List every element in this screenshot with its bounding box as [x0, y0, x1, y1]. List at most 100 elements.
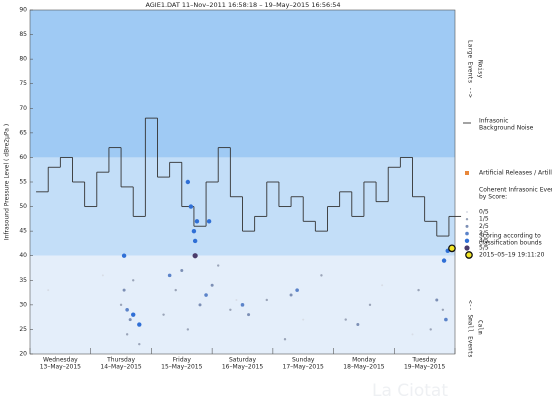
x-tick-date: 18–May–2015: [343, 364, 384, 371]
legend-label: Coherent Infrasonic Events,: [479, 187, 552, 194]
event-point: [47, 289, 50, 292]
event-point: [235, 298, 238, 301]
event-point: [229, 308, 232, 311]
band: [30, 10, 455, 158]
event-point: [121, 253, 127, 258]
x-tick-date: 15–May–2015: [161, 364, 202, 371]
y-tick-label: 40: [19, 252, 27, 259]
event-point: [368, 303, 372, 307]
event-point: [283, 338, 287, 341]
x-tick-date: 16–May–2015: [222, 364, 263, 371]
event-point: [356, 323, 360, 327]
watermark: La Ciotat: [372, 381, 448, 400]
side-label: Calm: [477, 320, 484, 335]
legend-label: Infrasonic: [479, 118, 508, 125]
event-point: [191, 228, 197, 234]
chart-title: AGIE1.DAT 11–Nov–2011 16:58:18 – 19–May–…: [145, 1, 340, 9]
event-point: [162, 313, 165, 316]
event-point: [344, 318, 347, 321]
event-point: [167, 273, 172, 278]
event-point: [240, 303, 245, 307]
y-tick-label: 35: [19, 277, 27, 284]
legend-swatch: [465, 224, 469, 228]
legend-artillery-swatch: [465, 171, 469, 175]
x-tick-label: Wednesday: [43, 357, 78, 364]
legend-label: classification bounds: [479, 240, 542, 247]
x-tick-label: Thursday: [106, 357, 135, 364]
event-point: [194, 219, 200, 224]
event-point: [210, 283, 214, 287]
side-label: Large Events -->: [467, 40, 474, 98]
x-tick-label: Sunday: [292, 357, 315, 364]
event-point: [131, 312, 136, 317]
x-tick-label: Friday: [173, 357, 192, 364]
event-point: [132, 279, 135, 282]
y-tick-label: 65: [19, 129, 27, 136]
legend-label: 4/5: [479, 237, 489, 244]
y-tick-label: 45: [19, 228, 27, 235]
legend-label: Artificial Releases / Artillery: [479, 170, 552, 177]
legend-swatch: [464, 245, 470, 251]
x-tick-label: Monday: [352, 357, 376, 364]
legend-swatch: [464, 238, 470, 243]
event-point: [101, 274, 104, 277]
event-point: [122, 288, 126, 292]
y-tick-label: 50: [19, 203, 27, 210]
side-label: Noisy: [477, 60, 484, 78]
event-point: [381, 284, 384, 287]
event-point: [302, 318, 305, 321]
event-point: [411, 333, 414, 336]
legend-highlight-swatch: [465, 251, 473, 259]
event-point: [174, 288, 177, 292]
event-point: [289, 293, 293, 297]
legend-label: 2015–05–19 19:11:20: [479, 252, 545, 259]
event-point: [138, 342, 141, 346]
legend-label: 2/5: [479, 223, 489, 230]
event-point: [186, 328, 190, 331]
legend-label: 5/5: [479, 245, 489, 252]
event-point: [198, 303, 202, 307]
y-tick-label: 90: [19, 7, 27, 14]
legend-label: Background Noise: [479, 125, 534, 132]
highlight-point: [448, 244, 456, 253]
event-point: [265, 298, 268, 302]
legend-label: 3/5: [479, 230, 489, 237]
event-point: [444, 317, 448, 322]
event-point: [417, 288, 420, 292]
y-tick-label: 85: [19, 31, 27, 38]
y-tick-label: 25: [19, 326, 27, 333]
event-point: [204, 293, 208, 297]
event-point: [192, 253, 198, 259]
x-tick-label: Tuesday: [411, 357, 437, 364]
y-tick-label: 20: [19, 351, 27, 358]
event-point: [295, 288, 299, 292]
side-label: <-- Small Events: [467, 300, 474, 358]
x-tick-date: 19–May–2015: [404, 364, 445, 371]
event-point: [217, 264, 220, 267]
event-point: [125, 333, 129, 336]
x-tick-date: 14–May–2015: [100, 364, 141, 371]
event-point: [441, 308, 445, 311]
y-tick-label: 55: [19, 179, 27, 186]
event-point: [125, 307, 129, 312]
event-point: [247, 313, 251, 317]
event-point: [320, 274, 323, 277]
event-point: [192, 238, 198, 244]
legend-label: Scoring according to: [479, 233, 541, 240]
legend-swatch: [465, 218, 469, 221]
legend-swatch: [466, 211, 468, 213]
event-point: [137, 322, 142, 327]
event-point: [188, 204, 194, 209]
x-tick-date: 17–May–2015: [283, 364, 324, 371]
y-tick-label: 70: [19, 105, 27, 112]
x-tick-date: 13–May–2015: [40, 364, 81, 371]
y-axis-label: Infrasound Pressure Level ( dBre2μPa ): [4, 124, 11, 240]
event-point: [185, 179, 191, 185]
event-point: [128, 318, 132, 322]
legend-label: 1/5: [479, 216, 489, 223]
event-point: [435, 298, 439, 302]
event-point: [206, 219, 212, 224]
event-point: [429, 328, 432, 331]
legend-swatch: [465, 231, 469, 236]
